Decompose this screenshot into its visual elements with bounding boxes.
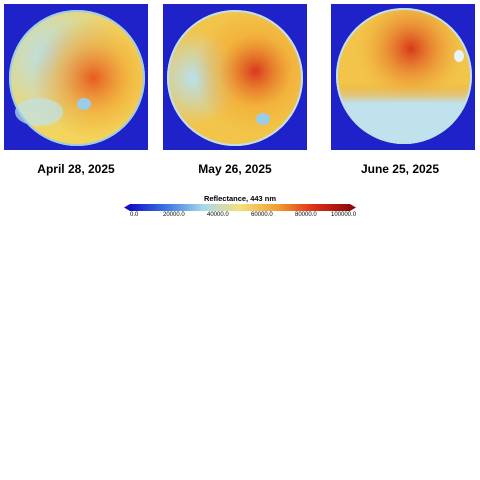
colorbar-tick-label: 20000.0 [163,212,185,218]
colorbar-gradient [124,204,356,211]
colorbar-tick-label: 100000.0 [331,212,357,218]
date-label-april: April 28, 2025 [37,162,115,176]
colorbar-tick-label: 0.0 [130,212,139,218]
moon-image-april [4,4,148,150]
moon-disk-may [167,10,303,146]
colorbar-ramp [130,204,350,211]
moon-disk-june [336,8,472,144]
moon-image-may [163,4,307,150]
moon-image-june [331,4,475,150]
colorbar-tick-label: 60000.0 [251,212,273,218]
colorbar-tick-label: 80000.0 [295,212,317,218]
colorbar-tick-label: 40000.0 [207,212,229,218]
colorbar-min-arrow [124,204,130,211]
colorbar-max-arrow [350,204,356,211]
colorbar-title: Reflectance, 443 nm [203,194,277,203]
moon-disk-april [9,10,145,146]
colorbar-legend: Reflectance, 443 nm 0.0 20000.0 40000.0 600… [124,194,356,224]
date-label-june: June 25, 2025 [360,162,440,176]
date-label-may: May 26, 2025 [198,162,272,176]
